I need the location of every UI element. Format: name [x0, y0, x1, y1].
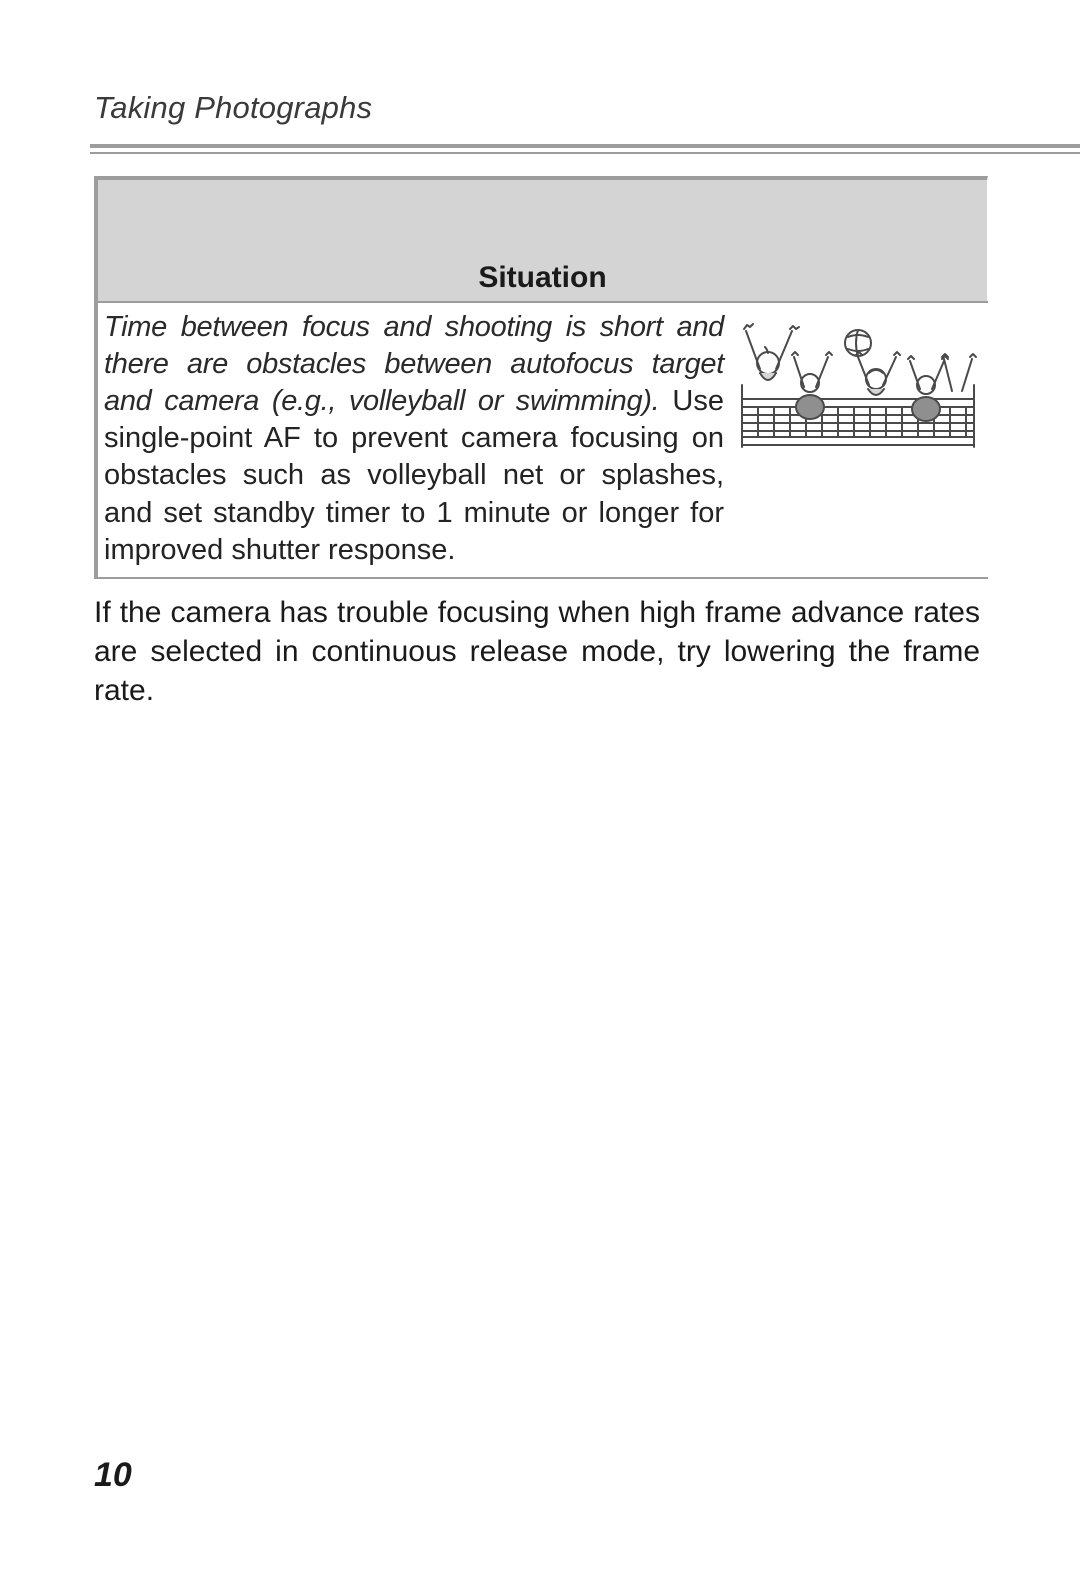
situation-header-bar: Situation	[98, 176, 988, 301]
page-number: 10	[94, 1456, 132, 1495]
follow-paragraph: If the camera has trouble focusing when …	[94, 593, 980, 710]
situation-title: Situation	[98, 261, 987, 295]
page-content: Taking Photographs Situation Time betwee…	[94, 90, 994, 710]
section-header: Taking Photographs	[94, 90, 994, 126]
situation-box: Situation Time between focus and shootin…	[94, 176, 988, 579]
situation-text: Time between focus and shooting is short…	[104, 309, 724, 569]
header-rule	[90, 144, 1080, 154]
situation-body: Time between focus and shooting is short…	[98, 301, 988, 579]
volleyball-illustration	[738, 313, 978, 453]
situation-lead-italic: Time between focus and shooting is short…	[104, 311, 724, 417]
